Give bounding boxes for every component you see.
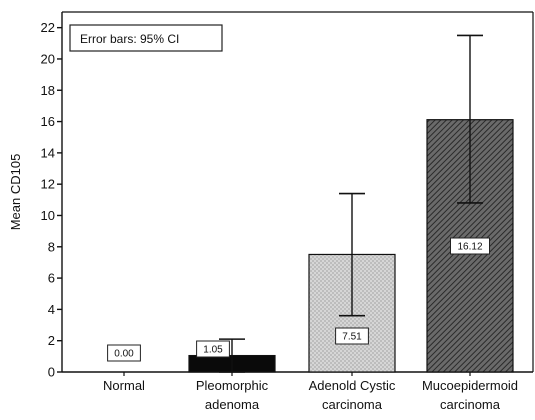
- x-category-label: carcinoma: [440, 397, 501, 412]
- x-category-label: Pleomorphic: [196, 378, 269, 393]
- y-tick-label: 10: [41, 208, 55, 223]
- x-category-label: Mucoepidermoid: [422, 378, 518, 393]
- data-label-box: [450, 237, 490, 255]
- data-label: 1.05: [203, 345, 223, 356]
- data-label: 7.51: [342, 332, 362, 343]
- data-label: 16.12: [457, 242, 482, 253]
- data-label: 0.00: [114, 349, 134, 360]
- y-tick-label: 16: [41, 114, 55, 129]
- y-tick-label: 6: [48, 271, 55, 286]
- x-category-label: carcinoma: [322, 397, 383, 412]
- y-tick-label: 18: [41, 83, 55, 98]
- x-category-label: Adenold Cystic: [309, 378, 396, 393]
- y-tick-label: 14: [41, 145, 55, 160]
- data-label-box: [107, 344, 141, 362]
- y-tick-label: 20: [41, 51, 55, 66]
- legend-text: Error bars: 95% CI: [80, 32, 179, 46]
- y-tick-label: 22: [41, 20, 55, 35]
- y-tick-label: 4: [48, 302, 55, 317]
- y-tick-label: 8: [48, 239, 55, 254]
- x-category-label: adenoma: [205, 397, 260, 412]
- y-tick-label: 12: [41, 177, 55, 192]
- y-axis-title: Mean CD105: [8, 154, 23, 231]
- x-category-label: Normal: [103, 378, 145, 393]
- data-label-box: [335, 327, 369, 345]
- y-tick-label: 2: [48, 333, 55, 348]
- legend-box: [69, 24, 223, 52]
- y-tick-label: 0: [48, 365, 55, 380]
- data-label-box: [196, 340, 230, 358]
- plot-area: 0 2 4 6 8 10 12 14 16 18 20 22 Mean CD105 Error bars:…: [8, 11, 534, 412]
